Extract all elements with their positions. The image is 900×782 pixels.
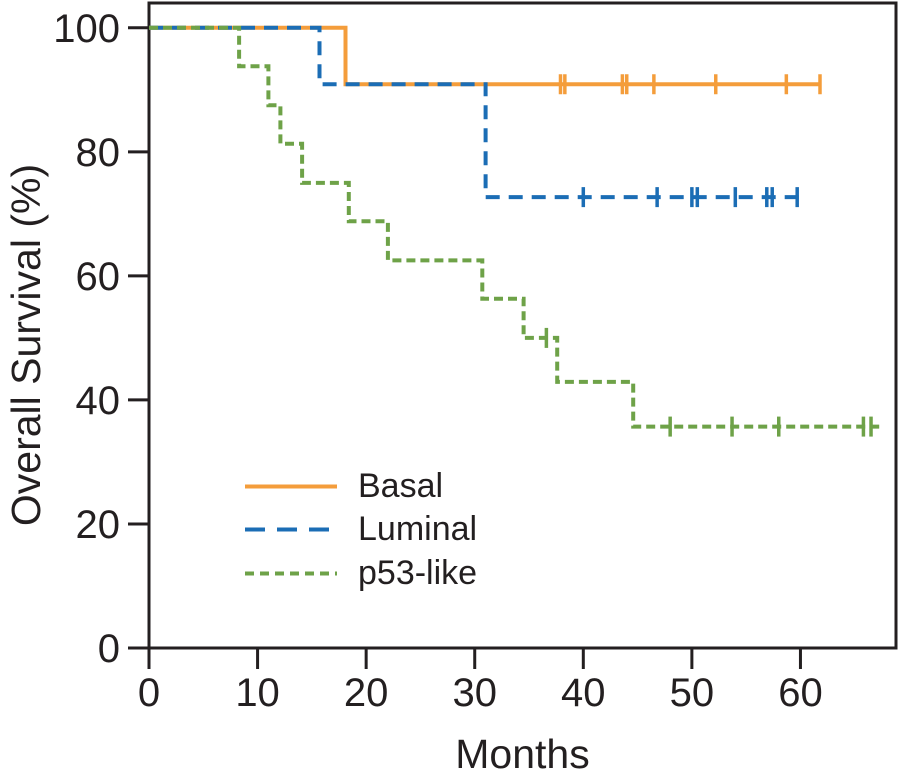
y-tick-label-60: 60 xyxy=(76,255,121,299)
y-axis-title: Overall Survival (%) xyxy=(3,163,49,527)
legend-swatch-p53-like xyxy=(245,571,337,576)
legend-item-basal: Basal xyxy=(245,465,443,508)
x-tick-label-20: 20 xyxy=(344,671,389,715)
legend-label-luminal: Luminal xyxy=(358,510,478,548)
x-tick-label-50: 50 xyxy=(670,671,715,715)
legend-item-p53-like: p53-like xyxy=(245,552,477,595)
legend-item-luminal: Luminal xyxy=(245,508,477,551)
survival-curve-p53-like xyxy=(149,25,881,429)
x-tick-label-30: 30 xyxy=(452,671,497,715)
x-tick-label-40: 40 xyxy=(561,671,606,715)
legend-label-p53-like: p53-like xyxy=(358,554,478,592)
x-axis-title: Months xyxy=(455,731,590,777)
plot-border xyxy=(147,1,898,650)
y-tick-label-0: 0 xyxy=(98,627,120,671)
legend-label-basal: Basal xyxy=(358,467,444,505)
y-tick-label-100: 100 xyxy=(53,7,120,51)
y-tick-label-40: 40 xyxy=(76,379,121,423)
y-tick-label-80: 80 xyxy=(76,131,121,175)
x-tick-label-60: 60 xyxy=(778,671,823,715)
survival-curve-luminal xyxy=(149,25,801,200)
legend-swatch-basal xyxy=(245,484,337,489)
y-tick-label-20: 20 xyxy=(76,503,121,547)
survival-curve-basal xyxy=(149,25,820,87)
x-tick-label-0: 0 xyxy=(138,671,160,715)
legend-swatch-luminal xyxy=(245,527,337,532)
x-tick-label-10: 10 xyxy=(235,671,280,715)
